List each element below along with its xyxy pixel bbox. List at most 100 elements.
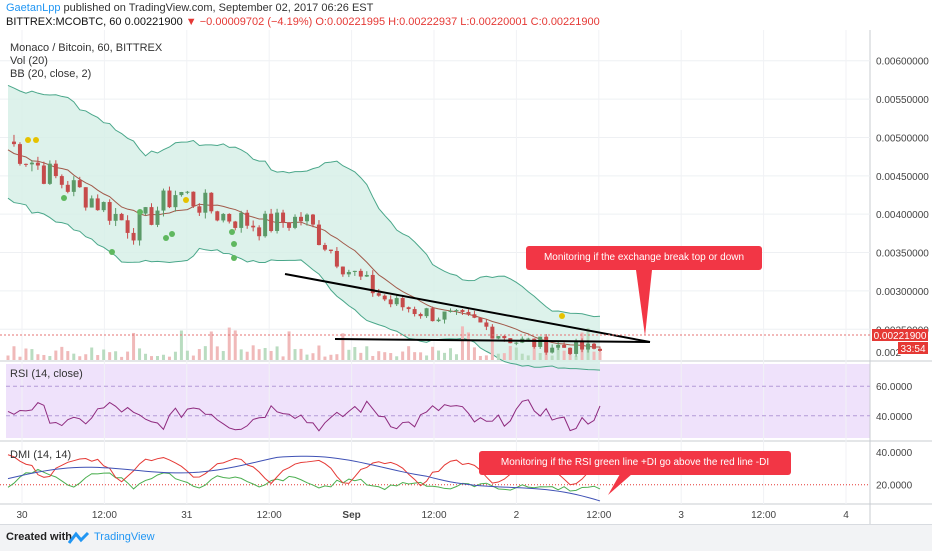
candle-body xyxy=(562,344,567,348)
volume-bar xyxy=(484,355,488,360)
legend-rsi[interactable]: RSI (14, close) xyxy=(10,368,83,380)
volume-bar xyxy=(401,351,405,360)
candle-body xyxy=(221,213,226,221)
candle-body xyxy=(496,336,501,339)
volume-bar xyxy=(472,347,476,360)
volume-bar xyxy=(317,345,321,360)
chart-svg[interactable]: 0.00600000 0.00550000 0.00500000 0.00450000… xyxy=(0,30,932,524)
sar-dot xyxy=(25,137,31,143)
descending-trendline[interactable] xyxy=(284,273,651,343)
volume-bar xyxy=(42,354,46,360)
candle-body xyxy=(17,144,22,164)
candle-body xyxy=(251,225,256,228)
price-tick-label: 0.00350000 xyxy=(876,249,929,260)
candle-body xyxy=(370,274,375,294)
volume-bar xyxy=(24,348,28,360)
candle-body xyxy=(53,163,58,177)
volume-bar xyxy=(431,346,435,360)
volume-bar xyxy=(413,352,417,360)
tradingview-logo-icon xyxy=(68,531,90,544)
candle-body xyxy=(556,344,561,348)
volume-bar xyxy=(425,355,429,360)
sar-dot xyxy=(33,137,39,143)
volume-bar xyxy=(120,356,124,360)
price-tick-label: 0.00500000 xyxy=(876,133,929,144)
candle-body xyxy=(484,322,489,327)
volume-bar xyxy=(437,350,441,360)
volume-bar xyxy=(371,355,375,360)
time-tick-label: 12:00 xyxy=(92,510,117,521)
bb-upper xyxy=(7,84,601,318)
volume-bar xyxy=(341,333,345,360)
sar-dot xyxy=(559,313,565,319)
candle-body xyxy=(179,192,184,196)
sar-dot xyxy=(61,195,67,201)
volume-bar xyxy=(179,330,183,360)
volume-bar xyxy=(335,354,339,360)
callout-rsi-monitoring[interactable]: Monitoring if the RSI green line +DI go … xyxy=(479,451,791,475)
callout-exchange-break[interactable]: Monitoring if the exchange break top or … xyxy=(526,246,762,270)
candle-body xyxy=(472,314,477,318)
legend-dmi[interactable]: DMI (14, 14) xyxy=(10,449,72,461)
candle-body xyxy=(586,343,591,350)
volume-bar xyxy=(215,346,219,360)
volume-bar xyxy=(496,353,500,360)
candle-body xyxy=(352,270,357,272)
volume-bar xyxy=(329,354,333,360)
candle-body xyxy=(203,192,208,213)
legend-title[interactable]: Monaco / Bitcoin, 60, BITTREX xyxy=(10,42,163,54)
volume-bar xyxy=(269,350,273,360)
volume-bar xyxy=(221,351,225,360)
candle-body xyxy=(47,163,52,184)
legend-vol[interactable]: Vol (20) xyxy=(10,55,48,67)
rsi-line xyxy=(7,399,601,432)
candle-body xyxy=(299,216,304,222)
time-tick-label: 30 xyxy=(16,510,28,521)
published-text: published on TradingView.com, September … xyxy=(63,2,374,14)
candle-body xyxy=(197,206,202,213)
candle-body xyxy=(418,314,423,317)
candle-body xyxy=(436,319,441,322)
price-tick-label: 0.002 xyxy=(876,348,901,359)
countdown-text: 33:54 xyxy=(900,344,925,355)
candle-body xyxy=(287,222,292,228)
down-arrow-icon: ▼ xyxy=(185,16,197,28)
tradingview-brand[interactable]: TradingView xyxy=(94,531,155,543)
callout-pointer xyxy=(636,270,652,336)
candle-body xyxy=(532,338,537,347)
volume-bar xyxy=(281,356,285,360)
volume-bar xyxy=(48,356,52,360)
candle-body xyxy=(41,165,46,184)
support-trendline[interactable] xyxy=(334,338,651,343)
candle-body xyxy=(460,310,465,312)
candle-body xyxy=(304,214,309,222)
candle-body xyxy=(113,213,118,221)
volume-bar xyxy=(407,346,411,360)
time-tick-label: 12:00 xyxy=(257,510,282,521)
countdown-badge xyxy=(898,342,928,354)
candle-body xyxy=(394,298,399,305)
volume-bar xyxy=(54,350,58,360)
candle-body xyxy=(430,308,435,322)
created-with-text: Created with xyxy=(6,531,73,543)
legend-bb[interactable]: BB (20, close, 2) xyxy=(10,68,92,80)
candle-body xyxy=(119,213,124,221)
chart-area[interactable]: 0.00600000 0.00550000 0.00500000 0.00450000… xyxy=(0,30,932,524)
candle-body xyxy=(574,340,579,354)
volume-bar xyxy=(592,351,596,360)
bollinger-bands xyxy=(7,84,601,371)
candle-body xyxy=(514,342,519,344)
volume-bar xyxy=(365,346,369,360)
volume-bar xyxy=(353,347,357,360)
author-link[interactable]: GaetanLpp xyxy=(6,2,61,14)
volume-bar xyxy=(251,345,255,360)
candle-body xyxy=(107,202,112,221)
candle-body xyxy=(281,212,286,223)
candle-body xyxy=(227,213,232,222)
volume-bar xyxy=(108,352,112,360)
volume-bar xyxy=(443,352,447,360)
adx-line xyxy=(7,455,601,502)
candle-body xyxy=(23,163,28,165)
volume-bar xyxy=(460,326,464,360)
volume-bar xyxy=(227,327,231,360)
